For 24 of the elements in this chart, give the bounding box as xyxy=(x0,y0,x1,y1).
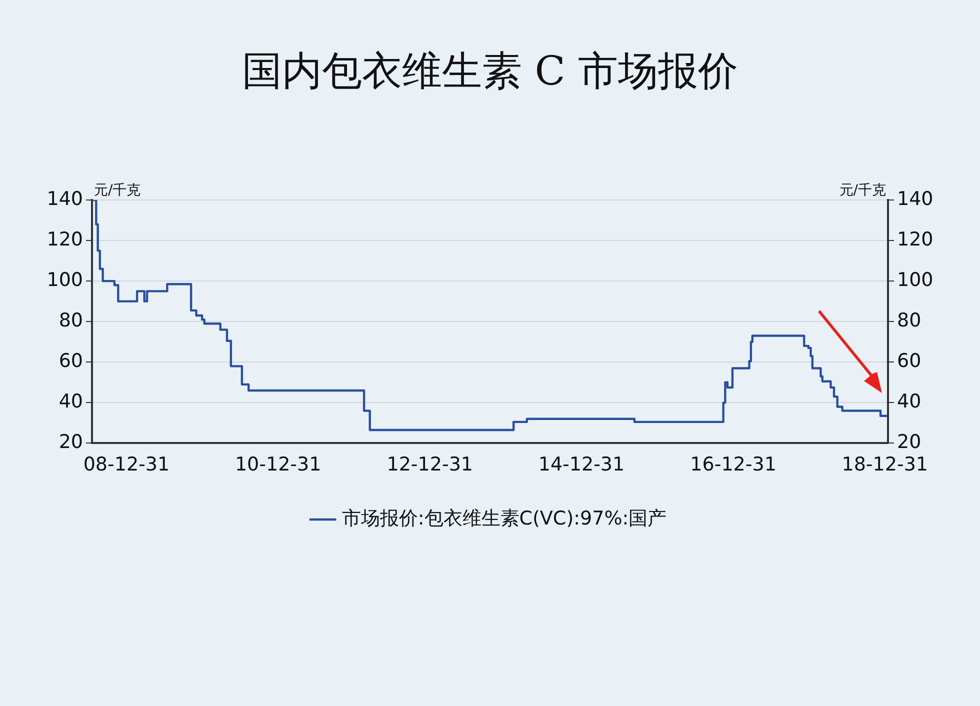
x-tick-label: 12-12-31 xyxy=(386,454,474,476)
x-tick-label: 08-12-31 xyxy=(83,454,170,476)
x-tick-label: 10-12-31 xyxy=(234,454,322,476)
y-tick-label: 40 xyxy=(58,390,83,413)
y2-tick-label: 60 xyxy=(897,350,922,372)
y-tick-label: 140 xyxy=(46,188,83,210)
x-tick-label: 16-12-31 xyxy=(690,454,776,476)
chart-title: 国内包衣维生素 C 市场报价 xyxy=(242,48,738,94)
legend-label: 市场报价:包衣维生素C(VC):97%:国产 xyxy=(342,507,667,530)
y-axis-title: 元/千克 xyxy=(94,182,141,199)
x-tick-label: 18-12-31 xyxy=(842,454,928,476)
y2-axis-title: 元/千克 xyxy=(839,182,886,199)
y2-tick-label: 100 xyxy=(897,269,934,292)
y2-tick-label: 20 xyxy=(897,431,922,454)
y-tick-label: 80 xyxy=(58,310,83,332)
y-tick-label: 60 xyxy=(58,350,83,372)
y2-tick-label: 140 xyxy=(897,188,934,210)
y-tick-label: 120 xyxy=(46,228,83,250)
x-tick-label: 14-12-31 xyxy=(538,454,625,476)
y2-tick-label: 120 xyxy=(897,228,934,250)
y-tick-label: 100 xyxy=(46,269,83,292)
y2-tick-label: 80 xyxy=(897,310,922,332)
y-tick-label: 20 xyxy=(58,431,83,454)
y2-tick-label: 40 xyxy=(897,390,922,413)
